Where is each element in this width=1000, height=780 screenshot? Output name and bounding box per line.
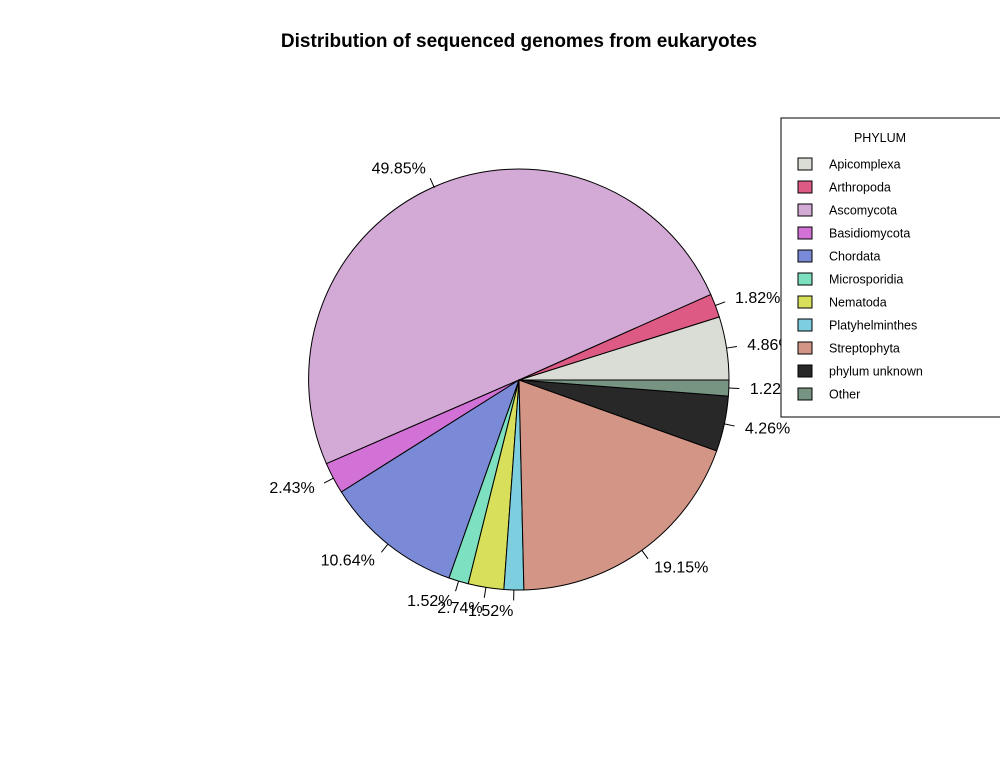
pie-label-tick [380,543,389,553]
legend-box [780,117,1000,418]
pie-percent-label: 2.74% [437,600,482,617]
pie-percent-label: 1.52% [468,603,513,620]
pie-percent-label: 49.85% [372,161,426,178]
legend-swatch [797,364,813,378]
legend-swatch [797,272,813,286]
legend-swatch [797,226,813,240]
legend-label: Arthropoda [829,181,891,195]
legend-swatch [797,249,813,263]
legend-swatch [797,318,813,332]
pie-label-tick [483,587,487,598]
pie-label-tick [429,177,435,189]
pie-slice-streptophyta [518,379,718,591]
legend-label: Chordata [829,250,880,264]
pie-label-tick [641,550,649,560]
pie-percent-label: 4.26% [745,420,790,437]
chart-title: Distribution of sequenced genomes from e… [281,31,757,52]
legend-label: Microsporidia [829,273,903,287]
pie-label-tick [715,301,726,306]
legend-label: Platyhelminthes [829,319,917,333]
legend-swatch [797,341,813,355]
pie-percent-label: 2.43% [269,480,314,497]
pie-percent-label: 1.52% [407,593,452,610]
pie-percent-label: 10.64% [321,552,375,569]
legend-label: Other [829,388,860,402]
legend-label: phylum unknown [829,365,923,379]
pie-percent-label: 19.15% [654,559,708,576]
pie-label-tick [323,477,334,484]
legend-swatch [797,387,813,401]
legend-swatch [797,295,813,309]
pie-label-tick [455,580,460,592]
legend-label: Ascomycota [829,204,897,218]
legend: PHYLUM Apicomplexa Arthropoda Ascomycota Ba… [780,117,1000,418]
pie-label-tick [724,423,735,427]
legend-label: Apicomplexa [829,158,901,172]
legend-swatch [797,203,813,217]
legend-label: Nematoda [829,296,887,310]
pie-slice-other [518,379,730,397]
legend-label: Streptophyta [829,342,900,356]
pie-label-tick [726,345,738,349]
pie-slices [308,168,730,591]
legend-items: Apicomplexa Arthropoda Ascomycota Basidiomy… [797,157,923,402]
legend-swatch [797,180,813,194]
legend-title: PHYLUM [854,131,906,145]
pie-percent-label: 1.82% [735,290,780,307]
legend-label: Basidiomycota [829,227,910,241]
pie-labels: 4.86%1.82%49.85%2.43%10.64%1.52%2.74%1.5… [269,161,795,620]
legend-swatch [797,157,813,171]
